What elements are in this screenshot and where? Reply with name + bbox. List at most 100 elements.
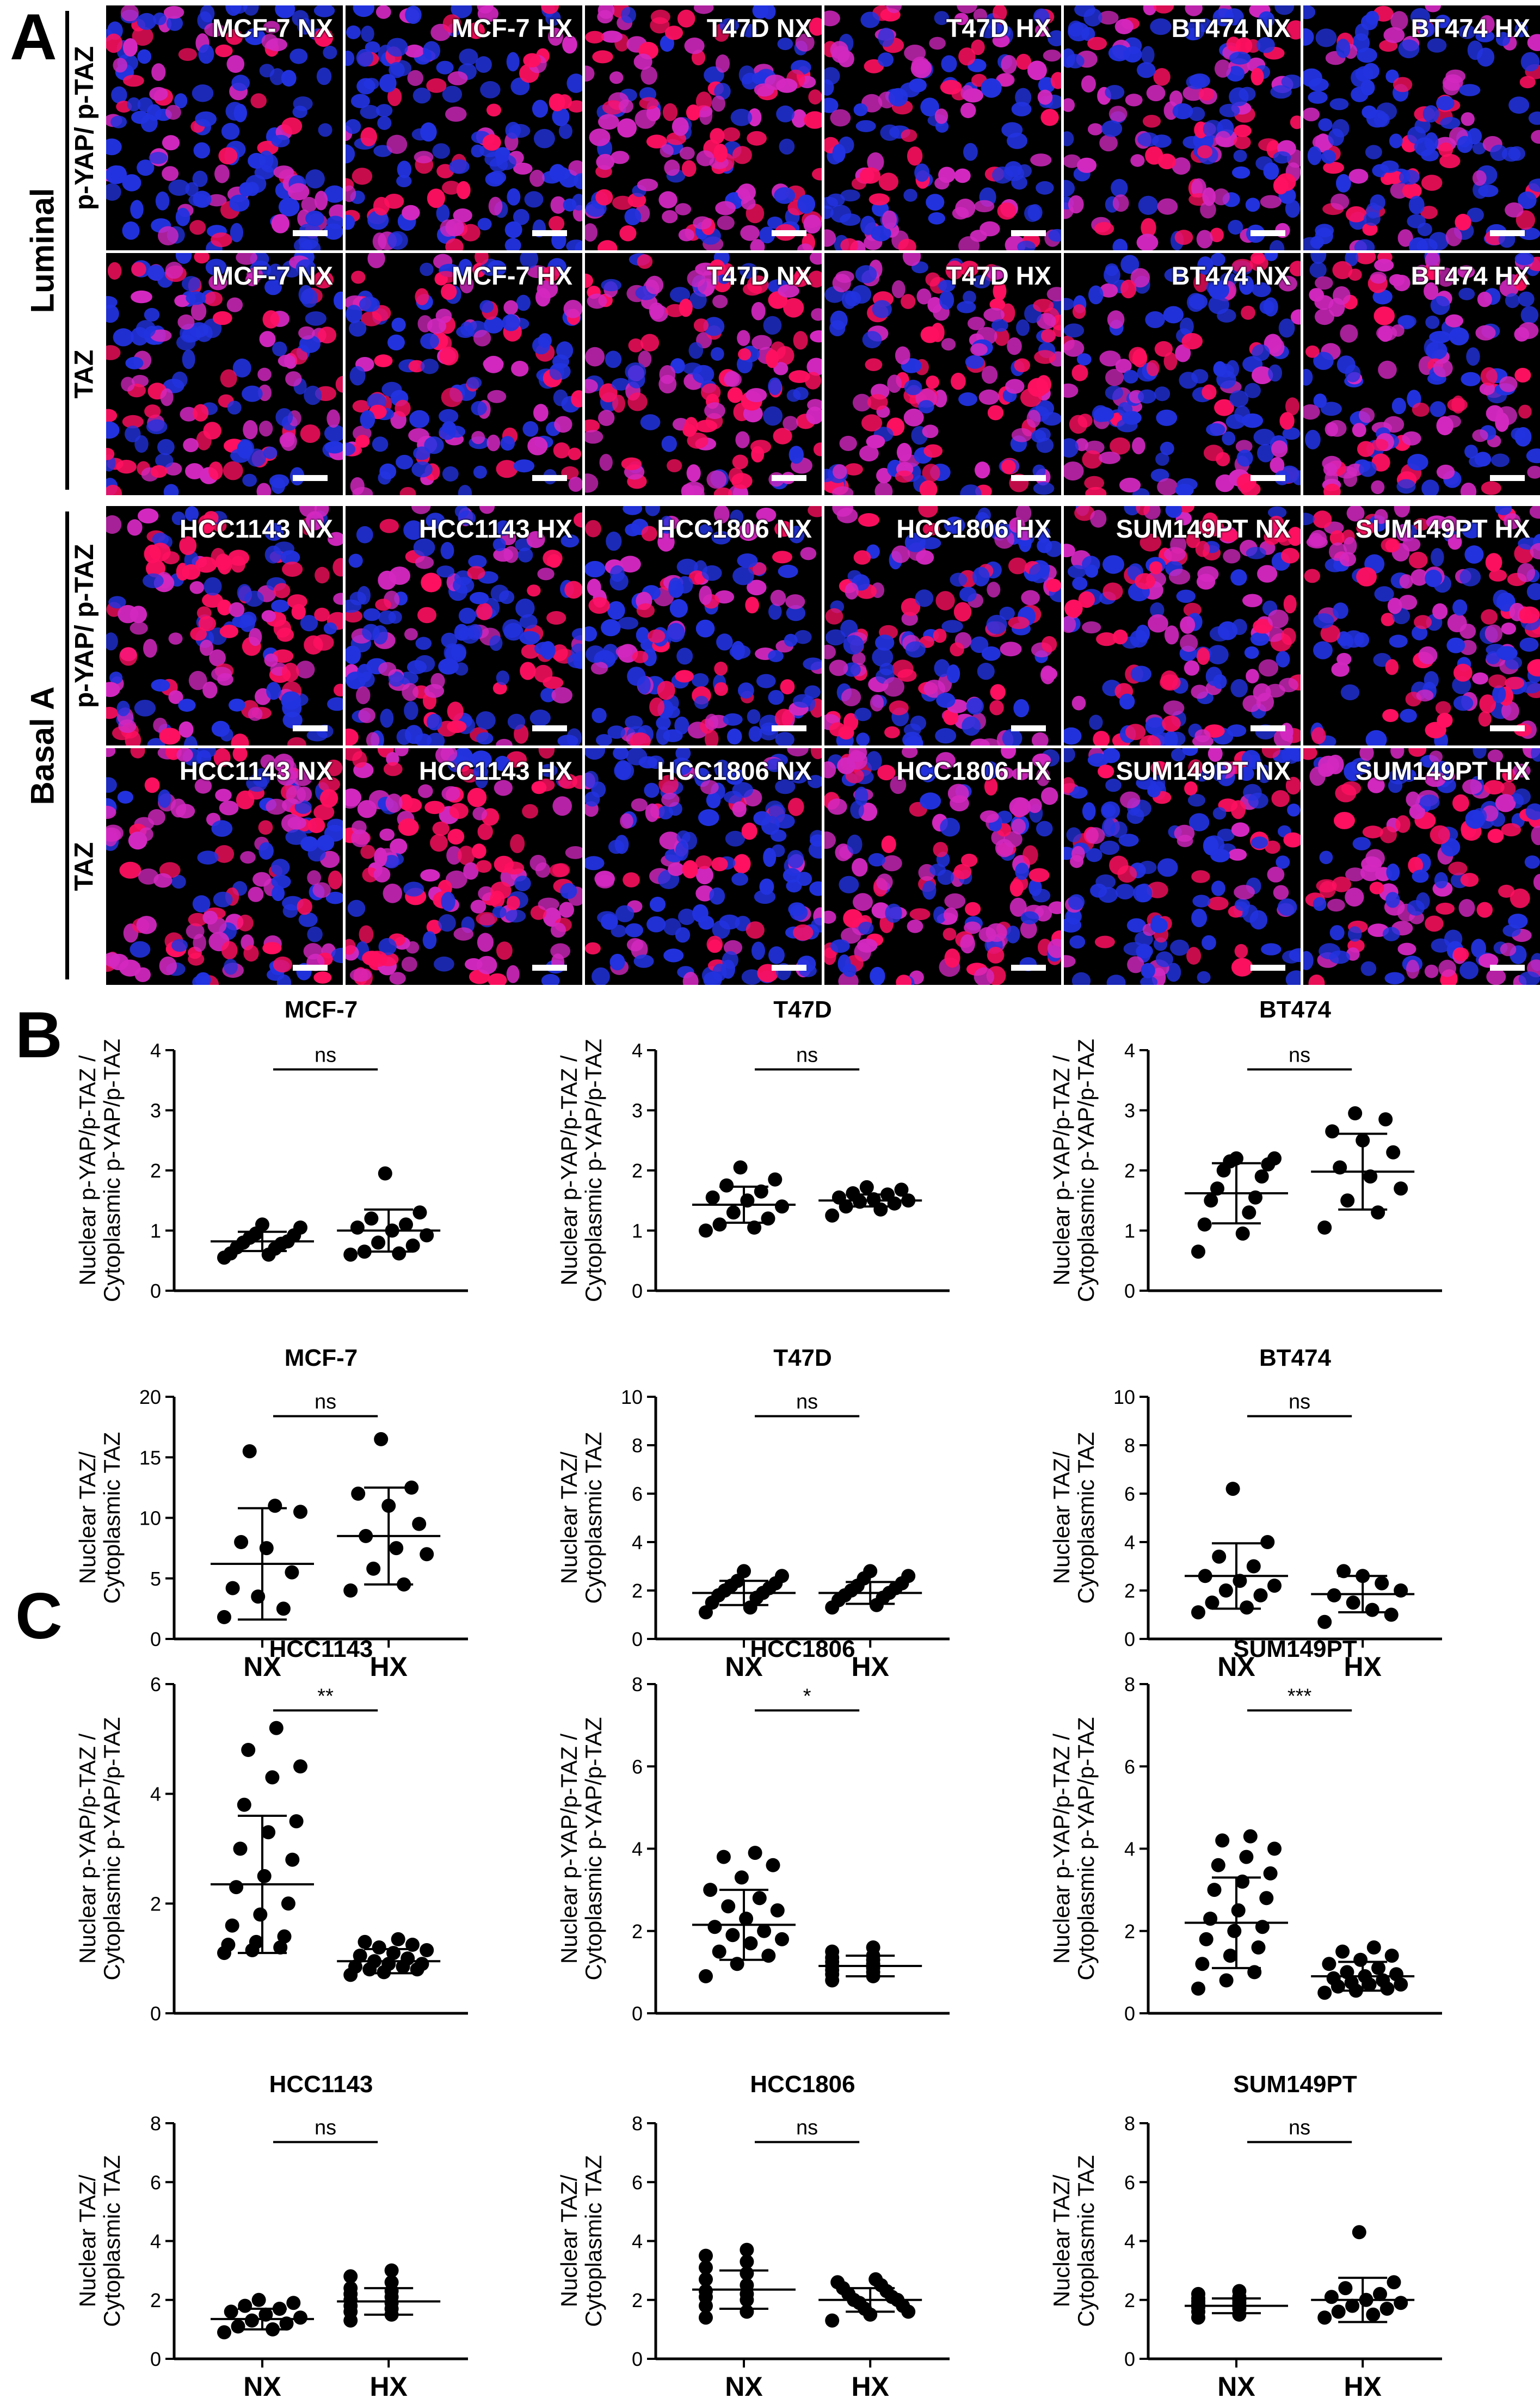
data-point [1191,1605,1205,1620]
data-point [1231,1903,1246,1918]
chart-title: BT474 [1259,996,1332,1023]
micrograph-tile: HCC1143 NX [106,506,343,745]
data-point [285,1852,300,1867]
data-point [253,1907,268,1922]
cell-image [1064,5,1301,250]
cell-image [1303,5,1540,250]
panel-letter-b: B [15,998,63,1071]
scale-bar [293,725,328,731]
micrograph-tile: MCF-7 HX [346,253,582,495]
y-tick-label: 2 [150,2289,161,2311]
data-point [293,2310,307,2325]
x-tick-label: NX [725,1651,762,1682]
y-tick-label: 1 [150,1220,161,1242]
cell-image [106,253,343,495]
data-point [1263,1866,1278,1881]
data-point [1317,1986,1332,2000]
data-point [1212,1549,1227,1564]
data-point [372,1940,386,1955]
data-point [752,1891,767,1906]
tile-label: HCC1143 NX [179,756,333,785]
tile-label: BT474 NX [1171,261,1291,290]
data-point [1331,2304,1346,2319]
data-point [699,1223,713,1238]
y-axis-label: Cytoplasmic TAZ [581,1432,606,1604]
scatter-plot: T47D Nuclear p-YAP/p-TAZ /Cytoplasmic p-Y… [556,996,950,1302]
group-bracket-line [65,511,69,979]
y-tick-label: 4 [632,1039,643,1062]
tile-label: HCC1806 NX [657,514,812,543]
significance-label: ns [796,1044,818,1067]
tile-label: HCC1806 NX [657,756,812,785]
data-point [775,1199,789,1214]
data-point [740,2242,754,2257]
data-point [348,1959,362,1974]
data-point [277,1929,292,1944]
y-tick-label: 3 [632,1100,643,1122]
x-tick-label: HX [851,2371,889,2398]
tile-label: HCC1143 HX [418,756,572,785]
data-point [705,1190,720,1205]
cell-image [346,253,582,495]
x-tick-label: NX [725,2371,762,2398]
data-point [1389,1967,1403,1982]
y-axis-label: Nuclear p-YAP/p-TAZ / [556,1734,582,1964]
micrograph-tile: HCC1143 HX [346,506,582,745]
data-point [238,2298,252,2313]
y-tick-label: 8 [1124,1673,1135,1696]
micrograph-tile: HCC1806 HX [824,506,1061,745]
scale-bar [1011,965,1046,971]
data-point [1387,2275,1401,2290]
data-point [1322,1957,1336,1971]
scale-bar [1490,725,1525,731]
data-point [770,1903,785,1918]
data-point [859,1180,874,1194]
y-axis-label: Nuclear TAZ/ [75,2174,100,2307]
data-point [699,2284,713,2298]
data-point [217,1610,231,1624]
data-point [1375,1576,1389,1591]
data-point [1326,1971,1341,1986]
significance-label: ns [1289,1044,1310,1067]
data-point [707,1920,722,1934]
data-point [1335,1944,1350,1959]
data-point [221,1938,236,1952]
cell-image [106,506,343,745]
cell-image [1303,506,1540,745]
tile-label: T47D NX [706,14,812,42]
data-point [241,1743,256,1757]
tile-label: BT474 NX [1171,14,1291,42]
data-point [1340,1193,1355,1208]
y-axis-label: Cytoplasmic TAZ [1073,1432,1099,1604]
data-point [775,1932,789,1946]
data-point [1199,1932,1213,1946]
data-point [1242,1205,1256,1220]
micrograph-tile: HCC1806 HX [824,748,1061,985]
data-point [261,1825,276,1840]
data-point [233,1841,248,1856]
data-point [831,1190,846,1205]
y-tick-label: 0 [1124,1628,1135,1650]
data-point [1267,1841,1282,1856]
y-tick-label: 6 [1124,1483,1135,1505]
cell-image [585,506,822,745]
tile-label: BT474 HX [1410,14,1530,42]
micrograph-tile: T47D HX [824,253,1061,495]
scale-bar [1251,725,1285,731]
data-point [1219,1973,1234,1988]
cell-image [824,5,1061,250]
y-axis-label: Cytoplasmic p-YAP/p-TAZ [1073,1039,1099,1302]
cell-image [346,506,582,745]
y-tick-label: 2 [1124,1160,1135,1182]
data-point [901,1569,916,1583]
y-tick-label: 4 [1124,1531,1135,1554]
data-point [251,2292,266,2307]
y-tick-label: 2 [1124,1580,1135,1602]
data-point [1363,1169,1378,1184]
y-tick-label: 2 [150,1160,161,1182]
tile-label: SUM149PT HX [1355,514,1530,543]
data-point [1394,1181,1408,1196]
data-point [293,1220,307,1235]
tile-label: SUM149PT NX [1116,756,1291,785]
y-tick-label: 2 [632,2289,643,2311]
